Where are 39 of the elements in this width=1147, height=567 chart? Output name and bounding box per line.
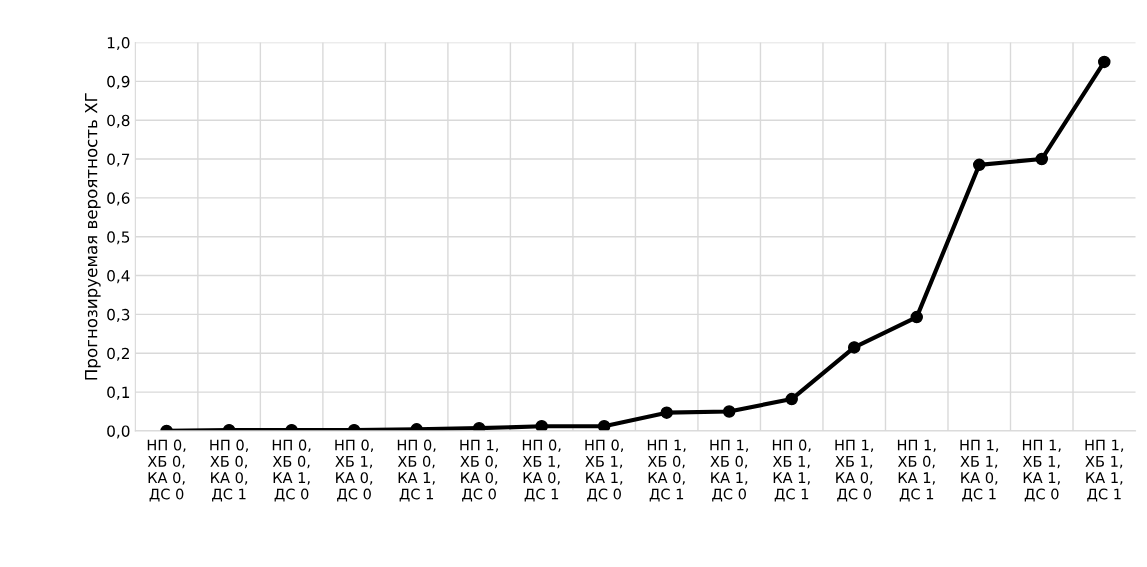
y-tick-label: 1,0 [107,36,130,51]
x-tick-label: НП 1, ХБ 1, КА 0, ДС 0 [835,439,874,502]
point [472,421,486,431]
x-tick-label: НП 0, ХБ 1, КА 0, ДС 1 [522,439,561,502]
x-tick-label: НП 1, ХБ 0, КА 1, ДС 1 [897,439,936,502]
x-tick-label: НП 1, ХБ 1, КА 0, ДС 1 [960,439,999,502]
point [847,341,861,354]
y-tick-label: 0,0 [107,425,130,439]
y-tick-label: 0,3 [107,308,130,322]
y-tick-label: 0,9 [107,75,130,89]
x-tick-label: НП 0, ХБ 0, КА 1, ДС 1 [397,439,436,502]
x-tick-label: НП 0, ХБ 1, КА 0, ДС 0 [335,439,373,502]
y-tick-label: 0,4 [107,270,130,284]
point [535,420,548,431]
x-tick-label: НП 0, ХБ 1, КА 1, ДС 0 [585,439,623,502]
point [973,158,986,172]
point [910,310,923,324]
point [1098,55,1111,69]
y-axis-title: Прогнозируемая вероятность ХГ [85,93,101,380]
y-tick-label: 0,7 [107,153,130,167]
y-tick-label: 0,5 [107,231,130,245]
point [597,420,611,431]
point [722,405,736,418]
y-tick-label: 0,1 [107,386,130,400]
point [785,392,798,406]
y-tick-label: 0,8 [107,114,130,128]
x-tick-label: НП 1, ХБ 0, КА 1, ДС 0 [710,439,749,502]
point [1035,152,1049,166]
x-tick-label: НП 1, ХБ 1, КА 1, ДС 1 [1085,439,1124,502]
x-tick-label: НП 0, ХБ 1, КА 1, ДС 1 [772,439,811,502]
y-tick-label: 0,6 [107,192,130,206]
x-tick-label: НП 0, ХБ 0, КА 1, ДС 0 [272,439,311,502]
x-tick-label: НП 0, ХБ 0, КА 0, ДС 0 [147,439,186,502]
x-tick-label: НП 1, ХБ 0, КА 0, ДС 0 [460,439,498,502]
point [660,406,673,419]
x-tick-label: НП 1, ХБ 0, КА 0, ДС 1 [647,439,686,502]
x-tick-label: НП 1, ХБ 1, КА 1, ДС 0 [1022,439,1061,502]
x-tick-label: НП 0, ХБ 0, КА 0, ДС 1 [210,439,248,502]
y-tick-label: 0,2 [107,347,129,361]
